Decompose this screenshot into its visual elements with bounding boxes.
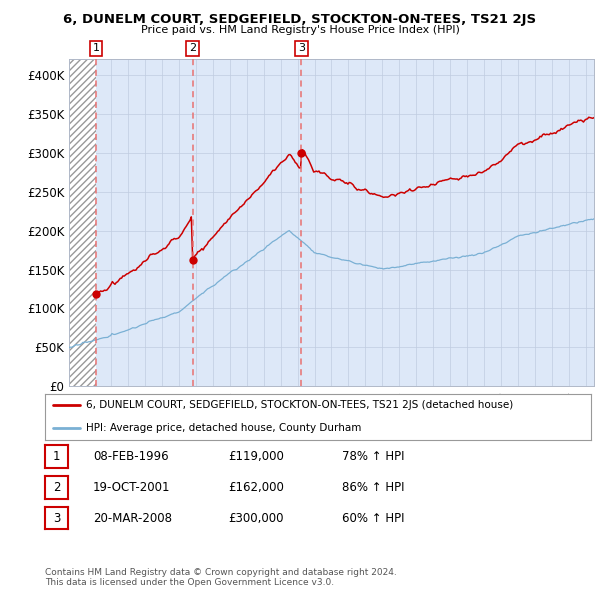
Text: 86% ↑ HPI: 86% ↑ HPI xyxy=(342,481,404,494)
Text: 2: 2 xyxy=(53,481,60,494)
Text: 1: 1 xyxy=(92,44,100,54)
Text: 78% ↑ HPI: 78% ↑ HPI xyxy=(342,450,404,463)
Text: 6, DUNELM COURT, SEDGEFIELD, STOCKTON-ON-TEES, TS21 2JS: 6, DUNELM COURT, SEDGEFIELD, STOCKTON-ON… xyxy=(64,13,536,26)
Text: 1: 1 xyxy=(53,450,60,463)
Text: HPI: Average price, detached house, County Durham: HPI: Average price, detached house, Coun… xyxy=(86,423,361,433)
Text: 08-FEB-1996: 08-FEB-1996 xyxy=(93,450,169,463)
Text: 6, DUNELM COURT, SEDGEFIELD, STOCKTON-ON-TEES, TS21 2JS (detached house): 6, DUNELM COURT, SEDGEFIELD, STOCKTON-ON… xyxy=(86,400,513,410)
Bar xyxy=(69,59,96,386)
Text: 2: 2 xyxy=(189,44,196,54)
Text: 3: 3 xyxy=(53,512,60,525)
Text: 20-MAR-2008: 20-MAR-2008 xyxy=(93,512,172,525)
Text: 19-OCT-2001: 19-OCT-2001 xyxy=(93,481,170,494)
Text: Contains HM Land Registry data © Crown copyright and database right 2024.
This d: Contains HM Land Registry data © Crown c… xyxy=(45,568,397,587)
Text: £119,000: £119,000 xyxy=(228,450,284,463)
Text: £162,000: £162,000 xyxy=(228,481,284,494)
Text: 3: 3 xyxy=(298,44,305,54)
Text: £300,000: £300,000 xyxy=(228,512,284,525)
Text: 60% ↑ HPI: 60% ↑ HPI xyxy=(342,512,404,525)
Text: Price paid vs. HM Land Registry's House Price Index (HPI): Price paid vs. HM Land Registry's House … xyxy=(140,25,460,35)
